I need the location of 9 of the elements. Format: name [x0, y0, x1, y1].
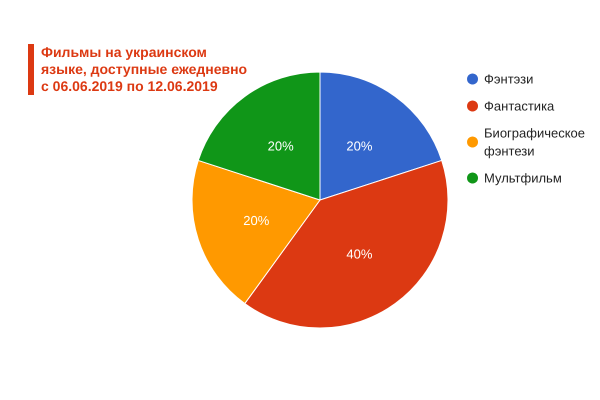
data-label: 20% [243, 213, 270, 228]
legend-label: Фантастика [484, 98, 556, 114]
chart-title: Фильмы на украинском языке, доступные ежедневно с 06.06.2019 по 12.06.2019 [28, 44, 256, 95]
data-label: 40% [346, 246, 373, 262]
legend-label: Фэнтэзи [484, 72, 534, 86]
data-label: 20% [268, 138, 294, 154]
legend-label: Биографическое фэнтези [484, 126, 586, 158]
legend-label: Мультфильм [484, 170, 562, 186]
data-label: 20% [346, 138, 373, 154]
